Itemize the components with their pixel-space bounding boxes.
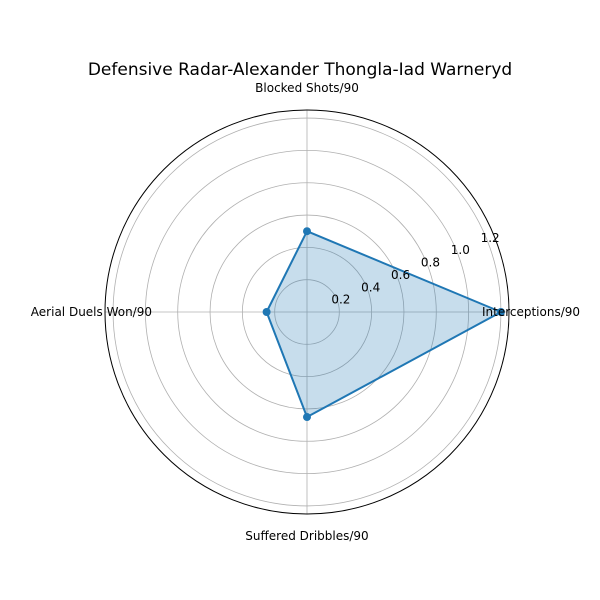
r-tick-label-2: 0.6 bbox=[391, 268, 410, 282]
r-tick-label-1: 0.4 bbox=[361, 280, 380, 294]
r-tick-label-5: 1.2 bbox=[481, 231, 500, 245]
series-area bbox=[267, 231, 501, 417]
r-tick-label-4: 1.0 bbox=[451, 243, 470, 257]
category-label-0: Interceptions/90 bbox=[482, 305, 580, 319]
category-label-3: Suffered Dribbles/90 bbox=[245, 529, 368, 543]
data-point-1 bbox=[303, 227, 311, 235]
data-point-2 bbox=[263, 308, 271, 316]
category-label-1: Blocked Shots/90 bbox=[255, 81, 359, 95]
data-point-3 bbox=[303, 413, 311, 421]
r-tick-label-0: 0.2 bbox=[331, 293, 350, 307]
chart-title: Defensive Radar-Alexander Thongla-Iad Wa… bbox=[88, 60, 512, 80]
category-label-2: Aerial Duels Won/90 bbox=[31, 305, 152, 319]
r-tick-label-3: 0.8 bbox=[421, 256, 440, 270]
